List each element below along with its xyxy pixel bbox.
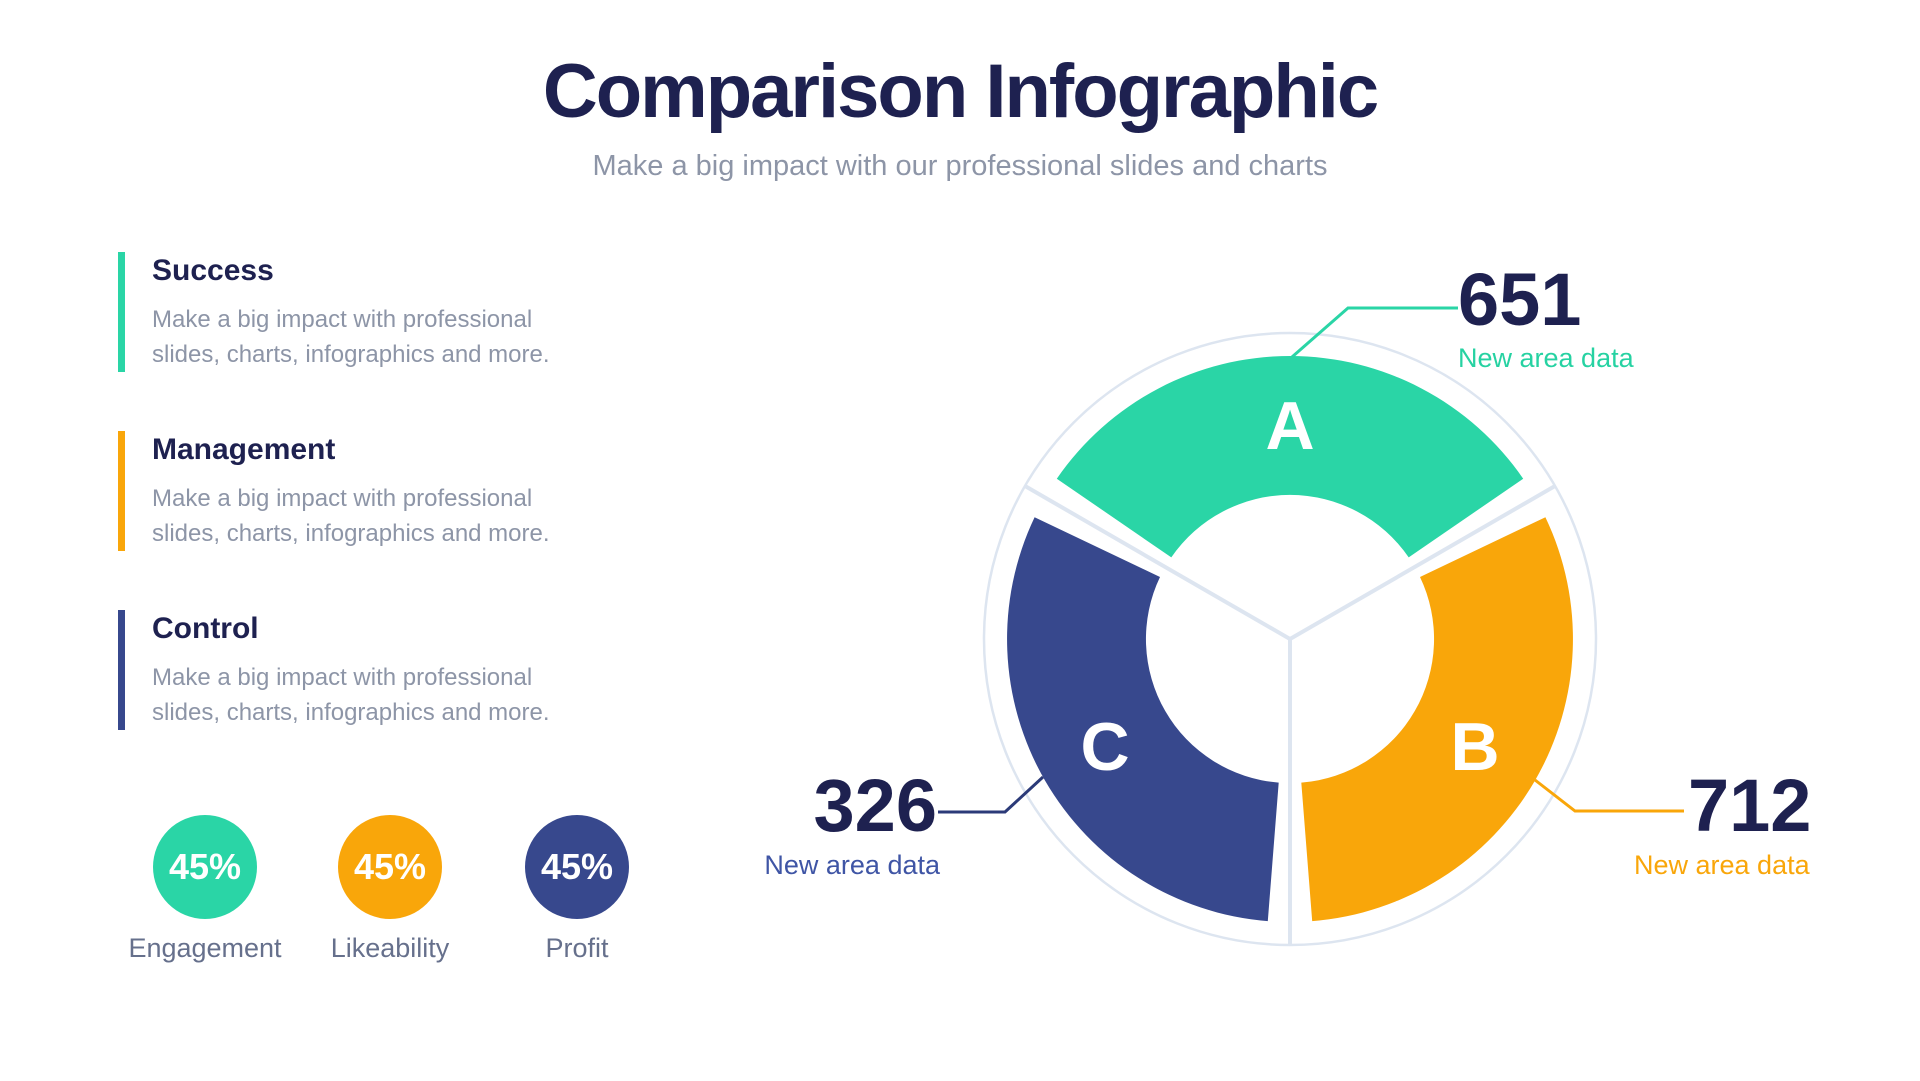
segment-label-a: A [1265,388,1314,464]
stat-label: Likeability [330,933,450,963]
section-heading: Management [152,433,336,466]
section-control: Control Make a big impact with professio… [118,610,582,730]
section-success: Success Make a big impact with professio… [118,252,582,372]
donut-segment-a [1056,356,1524,558]
callout-value-b: 712 [1688,764,1812,847]
callout-caption-c: New area data [764,850,940,880]
callout-value-c: 326 [813,764,937,847]
donut-segment-b [1301,517,1573,922]
callout-line-a [1291,306,1458,359]
stat-circle: 45% [153,815,257,919]
stat-circle: 45% [525,815,629,919]
page-title: Comparison Infographic [542,49,1379,134]
section-body: Make a big impact with professional slid… [152,306,550,368]
callout-value-a: 651 [1458,258,1582,341]
stat-circle: 45% [338,815,442,919]
stat-profit: 45% Profit [482,815,672,964]
segment-label-b: B [1450,709,1499,785]
stat-likeability: 45% Likeability [295,815,485,964]
section-management: Management Make a big impact with profes… [118,431,582,551]
stat-label: Profit [545,933,609,963]
section-heading: Control [152,612,259,645]
callout-caption-a: New area data [1458,343,1634,373]
callout-caption-b: New area data [1634,850,1810,880]
section-heading: Success [152,254,274,287]
section-body: Make a big impact with professional slid… [152,664,550,726]
stat-label: Engagement [128,933,282,963]
section-body: Make a big impact with professional slid… [152,485,550,547]
donut-divider-line [1288,484,1557,641]
callout-line-b [1534,778,1684,813]
segment-label-c: C [1080,709,1129,785]
page-subtitle: Make a big impact with our professional … [592,150,1328,182]
callout-line-c [938,775,1045,814]
donut-segment-c [1007,517,1279,922]
stat-engagement: 45% Engagement [110,815,300,964]
donut-divider-line [1023,484,1292,641]
